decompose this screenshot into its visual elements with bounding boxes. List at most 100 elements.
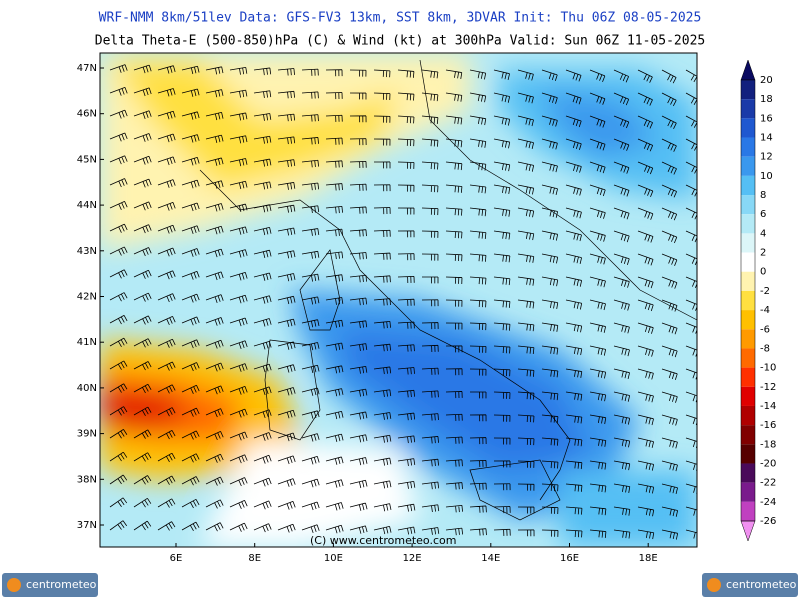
wind-barb xyxy=(133,133,152,142)
wind-barb xyxy=(133,155,152,165)
wind-barb xyxy=(421,230,439,238)
wind-barb xyxy=(229,66,248,75)
wind-barb xyxy=(541,529,559,537)
wind-barb xyxy=(661,207,678,221)
map-frame xyxy=(99,52,698,548)
colorbar-segment xyxy=(741,195,755,215)
watermark: (C) www.centrometeo.com xyxy=(310,534,456,547)
wind-barb xyxy=(445,115,463,125)
wind-barb xyxy=(181,521,200,532)
wind-barb xyxy=(421,481,440,490)
wind-barb xyxy=(541,322,559,332)
wind-barb xyxy=(421,322,439,330)
wind-barb xyxy=(229,363,248,372)
wind-barb xyxy=(397,92,415,101)
wind-barb xyxy=(565,92,582,105)
wind-barb xyxy=(637,138,654,152)
wind-barb xyxy=(445,138,463,148)
wind-barb xyxy=(229,317,248,327)
wind-barb xyxy=(373,275,391,283)
wind-barb xyxy=(181,248,200,257)
wind-barb xyxy=(373,138,391,146)
wind-barb xyxy=(397,69,415,78)
wind-barb xyxy=(493,253,511,263)
wind-barb xyxy=(637,368,654,380)
wind-barb xyxy=(685,115,697,130)
wind-barb xyxy=(397,184,415,192)
wind-barb xyxy=(157,316,176,326)
colorbar: 20181614121086420-2-4-6-8-10-12-14-16-18… xyxy=(740,59,776,542)
wind-barb xyxy=(445,92,463,102)
wind-barb xyxy=(661,184,677,198)
wind-barb xyxy=(493,299,511,308)
wind-barb xyxy=(229,180,248,190)
wind-barb xyxy=(637,276,654,289)
wind-barb xyxy=(301,296,320,305)
colorbar-segment xyxy=(741,80,755,100)
wind-barb xyxy=(301,250,320,259)
wind-barb xyxy=(589,322,606,333)
wind-barb xyxy=(565,230,582,242)
wind-barb xyxy=(109,246,128,256)
wind-barb xyxy=(397,138,415,147)
wind-barb xyxy=(349,343,368,351)
wind-barb xyxy=(301,342,320,351)
wind-barb xyxy=(517,138,534,149)
wind-barb xyxy=(109,292,128,302)
wind-barb xyxy=(373,298,391,306)
wind-barb xyxy=(685,391,697,403)
wind-barb xyxy=(445,345,463,353)
wind-barb xyxy=(685,345,697,357)
wind-barb xyxy=(301,524,320,534)
wind-barb xyxy=(205,522,224,532)
wind-barb xyxy=(349,388,368,397)
colorbar-segment xyxy=(741,118,755,138)
wind-barb xyxy=(637,529,655,540)
wind-barb xyxy=(613,437,631,448)
logo-text: centrometeo xyxy=(26,578,97,591)
lat-label: 41N xyxy=(77,337,97,348)
wind-barb xyxy=(565,322,583,333)
wind-barb xyxy=(565,253,582,264)
wind-barb xyxy=(349,69,367,77)
wind-barb xyxy=(301,91,319,99)
wind-barb xyxy=(181,202,200,212)
wind-barb xyxy=(373,526,392,535)
wind-barb xyxy=(325,524,344,534)
wind-barb xyxy=(157,179,176,188)
wind-barb xyxy=(157,430,176,440)
wind-barb xyxy=(421,390,439,398)
wind-barb xyxy=(685,161,697,174)
wind-barb xyxy=(565,483,583,492)
wind-barb xyxy=(685,322,697,334)
wind-barb xyxy=(229,522,248,532)
wind-barb xyxy=(469,505,487,513)
wind-barb xyxy=(181,476,200,486)
wind-barb xyxy=(541,414,559,423)
wind-barb xyxy=(349,138,367,146)
wind-barb xyxy=(637,322,654,334)
wind-barb xyxy=(589,345,607,356)
wind-barb xyxy=(325,205,343,214)
lat-label: 44N xyxy=(77,200,97,211)
wind-barb xyxy=(205,225,224,235)
wind-barb xyxy=(613,322,630,334)
wind-barb xyxy=(661,253,678,266)
wind-barb xyxy=(181,362,200,372)
wind-barb xyxy=(301,273,320,282)
wind-barb xyxy=(685,414,697,426)
wind-barb xyxy=(229,385,248,395)
wind-barb xyxy=(157,270,176,280)
wind-barb xyxy=(637,184,654,198)
wind-barb xyxy=(445,459,463,467)
colorbar-label: -14 xyxy=(760,401,776,412)
wind-barb xyxy=(541,184,558,196)
wind-barb xyxy=(277,455,296,465)
wind-barb xyxy=(445,253,463,262)
colorbar-label: 4 xyxy=(760,228,766,239)
wind-barb xyxy=(205,271,224,281)
wind-barb xyxy=(229,226,248,235)
wind-barb xyxy=(517,460,535,468)
wind-barb xyxy=(133,292,152,302)
colorbar-label: -16 xyxy=(760,420,776,431)
